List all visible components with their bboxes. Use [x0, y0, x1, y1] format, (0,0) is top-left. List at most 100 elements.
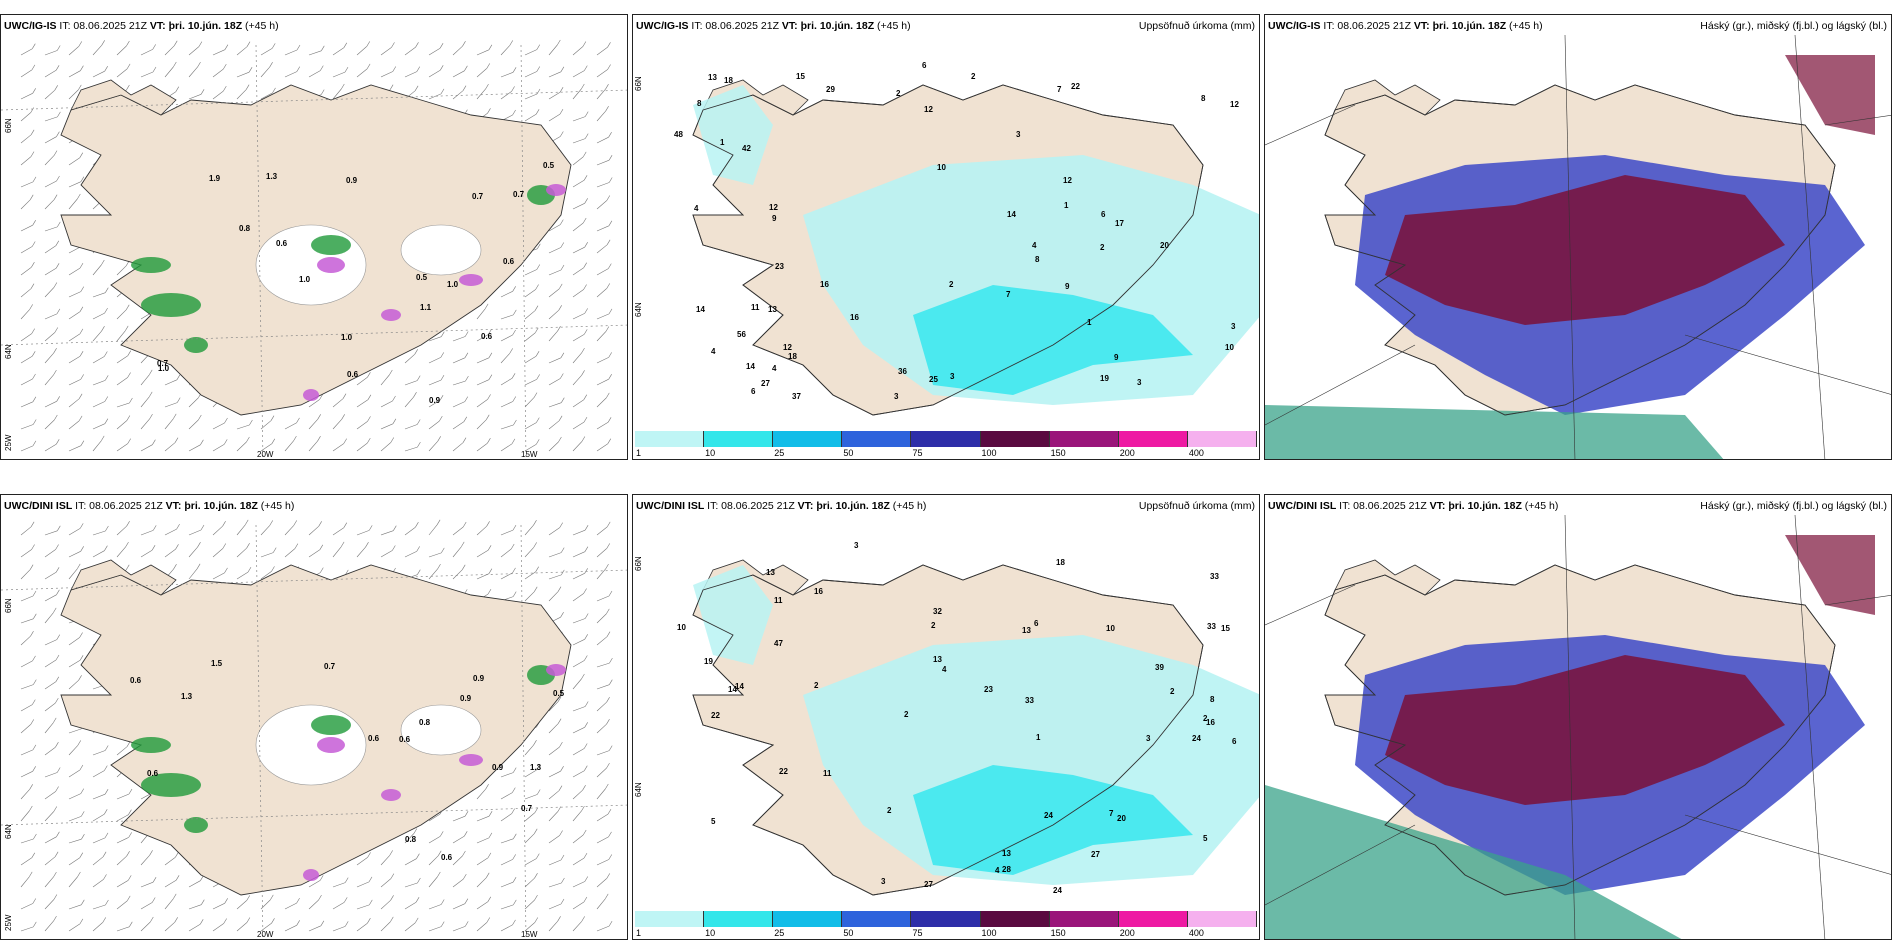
precip-snow-area: [459, 754, 483, 766]
wind-barb: [332, 527, 344, 536]
wind-barb: [548, 921, 558, 932]
wind-barb-flag: [104, 545, 108, 551]
wind-barb: [92, 70, 105, 78]
wind-barb: [476, 308, 486, 320]
wind-barb: [428, 379, 442, 386]
westfjords-land: [70, 79, 177, 116]
westfjords-land: [70, 559, 177, 596]
wind-barb: [68, 398, 80, 408]
wind-barb: [548, 91, 561, 100]
wind-barb: [260, 552, 274, 558]
precip-value-label: 28: [1002, 865, 1011, 874]
wind-barb: [572, 289, 584, 298]
wind-barb: [572, 334, 585, 342]
wind-barb: [260, 48, 273, 56]
wind-barb: [44, 549, 56, 558]
panel-wind-ig: UWC/IG-IS IT: 08.06.2025 21Z VT: þri. 10…: [0, 14, 628, 460]
wind-barb: [44, 180, 57, 188]
wind-barb-flag: [534, 917, 539, 923]
wind-barb-flag: [200, 524, 205, 531]
wind-barb: [428, 568, 438, 580]
precip-value-label: 24: [1053, 886, 1062, 895]
wind-barb-flag: [30, 719, 35, 725]
wind-barb-flag: [102, 917, 107, 923]
wind-barb: [68, 291, 81, 298]
wind-barb-flag: [127, 350, 132, 356]
wind-barb-flag: [582, 829, 587, 836]
wind-barb-flag: [464, 811, 469, 817]
wind-barb: [572, 88, 582, 100]
wind-barb: [44, 791, 56, 800]
precip-value-label: 4: [694, 204, 699, 213]
wind-barb: [428, 47, 441, 56]
wind-barb: [476, 88, 486, 100]
precip-value-label: 17: [1115, 219, 1124, 228]
wind-barb-flag: [105, 899, 109, 906]
wind-barb: [44, 287, 55, 298]
wind-barb: [428, 357, 441, 364]
wind-barb-flag: [222, 543, 227, 549]
wind-barb: [572, 203, 585, 210]
wind-barb: [260, 571, 272, 580]
wind-barb-flag: [54, 85, 58, 91]
wind-barb: [524, 49, 537, 56]
wind-barb: [500, 424, 514, 430]
wind-barb: [428, 904, 442, 910]
wind-barb-flag: [437, 850, 442, 856]
wind-barb: [44, 594, 57, 602]
wind-barb-flag: [196, 563, 201, 569]
wind-barb: [164, 418, 174, 430]
wind-barb: [44, 572, 57, 580]
axis-label-lon20: 20W: [257, 930, 274, 939]
wind-barb: [44, 268, 57, 276]
wind-barb: [356, 857, 368, 866]
precip-value-label: 1.3: [530, 763, 542, 772]
precip-value-label: 39: [1155, 663, 1164, 672]
wind-barb: [596, 613, 607, 624]
wind-barb-flag: [126, 415, 131, 421]
wind-barb: [44, 444, 57, 452]
wind-barb-flag: [439, 65, 444, 71]
wind-barb-flag: [367, 437, 371, 444]
precip-value-label: 0.7: [521, 804, 533, 813]
wind-barb-flag: [101, 326, 105, 332]
wind-barb-flag: [29, 805, 33, 812]
wind-barb: [572, 421, 585, 430]
wind-barb-flag: [484, 303, 489, 310]
wind-barb: [476, 877, 487, 888]
wind-barb-flag: [560, 242, 565, 248]
wind-barb-flag: [560, 373, 564, 379]
wind-barb: [572, 881, 585, 888]
wind-barb: [548, 113, 561, 122]
wind-barb-flag: [56, 175, 60, 182]
wind-barb: [68, 680, 79, 690]
wind-barb-flag: [54, 414, 58, 421]
wind-barb: [116, 377, 128, 386]
wind-barb-flag: [175, 86, 180, 92]
wind-barb: [500, 772, 514, 778]
map-svg: [1265, 34, 1891, 459]
wind-barb: [68, 157, 80, 166]
precip-value-label: 1: [1036, 733, 1041, 742]
precip-value-label: 4: [711, 347, 716, 356]
precip-value-label: 0.5: [543, 161, 555, 170]
wind-barb: [44, 90, 55, 100]
wind-barb: [20, 181, 34, 188]
wind-barb-flag: [581, 370, 585, 376]
wind-barb: [452, 878, 464, 888]
wind-barb: [332, 88, 342, 100]
wind-barb-flag: [581, 673, 585, 680]
wind-barb: [20, 288, 32, 298]
wind-barb: [572, 618, 586, 624]
wind-barb: [452, 855, 463, 866]
wind-barb-flag: [105, 287, 109, 293]
wind-barb: [524, 71, 537, 78]
wind-barb: [548, 552, 562, 558]
wind-barb: [380, 878, 392, 888]
panel-title: UWC/IG-IS IT: 08.06.2025 21Z VT: þri. 10…: [636, 20, 911, 32]
wind-barb-flag: [31, 544, 35, 550]
wind-barb-flag: [511, 808, 515, 814]
wind-barb-flag: [293, 520, 298, 526]
wind-barb: [20, 199, 31, 210]
precip-value-label: 29: [826, 85, 835, 94]
